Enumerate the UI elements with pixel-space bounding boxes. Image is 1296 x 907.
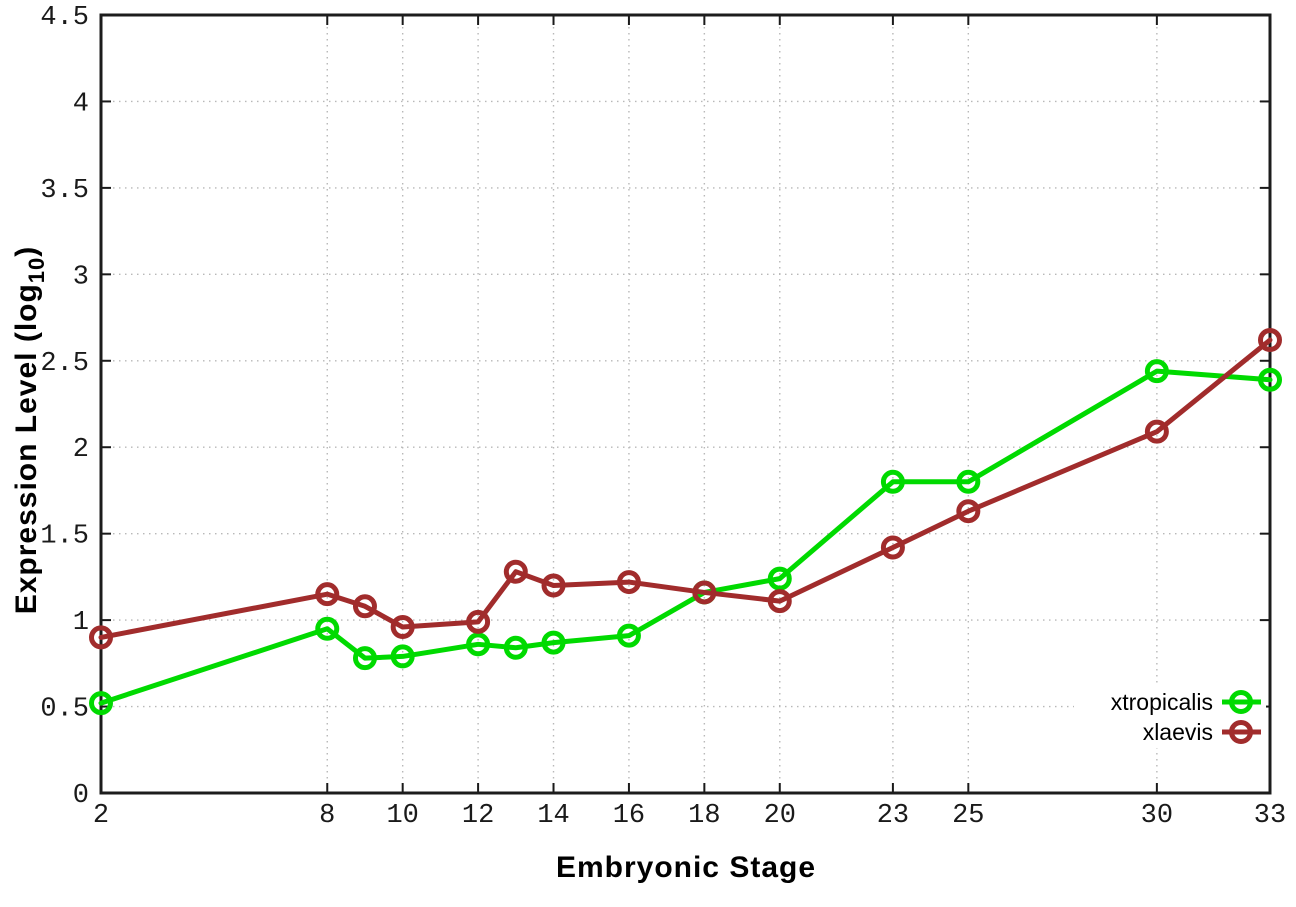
- x-tick-label: 12: [462, 801, 494, 831]
- x-tick-label: 2: [93, 801, 109, 831]
- data-point-xlaevis-25: [956, 499, 981, 524]
- y-axis-title-sub: 10: [24, 257, 49, 283]
- data-point-xtropicalis-30: [1144, 359, 1169, 384]
- plot-border: [99, 13, 1272, 795]
- x-tick-label: 10: [386, 801, 418, 831]
- x-tick-label: 30: [1141, 801, 1173, 831]
- data-point-xlaevis-10: [390, 615, 415, 640]
- data-point-xtropicalis-8: [315, 616, 340, 641]
- data-point-xlaevis-20: [767, 589, 792, 614]
- data-point-xlaevis-16: [616, 570, 641, 595]
- data-point-xtropicalis-23: [880, 469, 905, 494]
- legend-marker-xlaevis: [1229, 720, 1253, 744]
- y-tick-label: 2: [73, 435, 89, 465]
- series-line-xtropicalis: [98, 368, 1273, 706]
- data-point-xlaevis-30: [1144, 419, 1169, 444]
- grid-layer: [100, 14, 1271, 794]
- data-point-xtropicalis-13: [503, 635, 528, 660]
- x-tick-label: 25: [952, 801, 984, 831]
- y-tick-label: 3: [73, 262, 89, 292]
- data-point-xlaevis-9: [352, 594, 377, 619]
- x-tick-label: 18: [688, 801, 720, 831]
- x-tick-label: 33: [1254, 801, 1286, 831]
- x-axis-title: Embryonic Stage: [556, 851, 816, 884]
- x-tick-label: 16: [613, 801, 645, 831]
- y-axis-title-close: ): [10, 246, 43, 257]
- tick-label-layer: 2 8 10 12 14 16 18 20 23 25 30 33 0 0.5 1 1.5 2 2.5 3 3.5 4 4…: [40, 3, 1286, 831]
- data-point-xtropicalis-33: [1258, 367, 1282, 392]
- y-tick-label: 1: [73, 608, 89, 638]
- x-tick-label: 14: [537, 801, 569, 831]
- series-line-xlaevis: [98, 337, 1273, 640]
- tick-layer: [100, 14, 1271, 794]
- legend: xtropicalis xlaevis: [1074, 686, 1266, 748]
- y-tick-label: 0: [73, 781, 89, 811]
- data-point-xtropicalis-9: [352, 646, 377, 671]
- data-point-xlaevis-23: [880, 535, 905, 560]
- data-point-xtropicalis-25: [956, 469, 981, 494]
- y-axis-title-main: Expression Level (log: [10, 283, 43, 614]
- y-tick-label: 1.5: [40, 522, 89, 552]
- data-point-xlaevis-33: [1258, 328, 1282, 353]
- series-xtropicalis: [89, 359, 1282, 716]
- x-tick-label: 8: [319, 801, 335, 831]
- data-point-xtropicalis-20: [767, 566, 792, 591]
- data-point-xtropicalis-2: [89, 691, 113, 716]
- data-point-xtropicalis-10: [390, 644, 415, 669]
- y-tick-label: 4.5: [40, 3, 89, 33]
- data-point-xtropicalis-14: [541, 630, 566, 655]
- y-axis-title: Expression Level (log10): [10, 246, 49, 615]
- series-xlaevis: [89, 328, 1282, 650]
- data-point-xtropicalis-12: [466, 632, 491, 657]
- legend-label-xlaevis: xlaevis: [1143, 719, 1213, 745]
- data-point-xtropicalis-16: [616, 623, 641, 648]
- data-point-xlaevis-12: [466, 609, 491, 634]
- x-tick-label: 20: [764, 801, 796, 831]
- data-point-xlaevis-14: [541, 573, 566, 598]
- y-tick-label: 4: [73, 89, 89, 119]
- data-point-xlaevis-13: [503, 559, 528, 584]
- legend-marker-xtropicalis: [1229, 690, 1253, 714]
- y-tick-label: 2.5: [40, 349, 89, 379]
- y-tick-label: 3.5: [40, 176, 89, 206]
- data-point-xlaevis-18: [692, 580, 717, 605]
- series-layer: [89, 328, 1282, 716]
- data-point-xlaevis-2: [89, 625, 113, 650]
- y-tick-label: 0.5: [40, 695, 89, 725]
- legend-label-xtropicalis: xtropicalis: [1111, 689, 1213, 715]
- x-tick-label: 23: [877, 801, 909, 831]
- data-point-xlaevis-8: [315, 582, 340, 607]
